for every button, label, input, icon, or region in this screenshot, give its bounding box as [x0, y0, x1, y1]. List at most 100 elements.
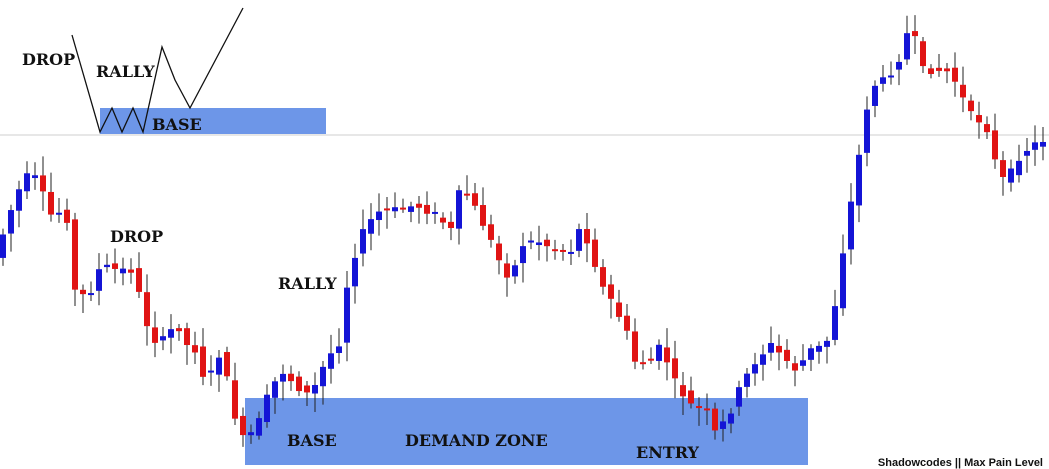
candle-body [240, 415, 246, 436]
candle-body [904, 33, 910, 60]
candle-body [848, 201, 854, 250]
candle-body [32, 175, 38, 179]
candle-body [464, 193, 470, 196]
candle-body [608, 284, 614, 299]
candle-body [176, 328, 182, 332]
candle-body [568, 251, 574, 254]
label: DROP [110, 227, 163, 246]
candle-body [872, 85, 878, 106]
label: RALLY [96, 62, 155, 81]
candle-body [632, 331, 638, 362]
candle-body [936, 67, 942, 71]
candle-body [856, 154, 862, 206]
label: DROP [22, 50, 75, 69]
candle-body [720, 421, 726, 429]
candle-body [208, 370, 214, 373]
candle-body [992, 130, 998, 160]
label: ENTRY [636, 443, 700, 462]
candle-body [408, 206, 414, 212]
candle-body [952, 67, 958, 82]
candle-body [40, 175, 46, 192]
label: RALLY [278, 274, 337, 293]
candle-body [232, 380, 238, 419]
candle-body [280, 373, 286, 382]
candle-body [440, 217, 446, 223]
candle-body [504, 263, 510, 278]
candle-body [312, 385, 318, 394]
candle-body [400, 207, 406, 210]
candle-body [1040, 141, 1046, 147]
candle-body [224, 352, 230, 377]
candle-body [800, 360, 806, 366]
candle-body [80, 289, 86, 295]
candle-body [344, 287, 350, 343]
label: DEMAND ZONE [405, 431, 548, 450]
candle-body [264, 394, 270, 422]
candle-body [768, 343, 774, 353]
candle-body [864, 109, 870, 153]
candle-body [664, 347, 670, 363]
candle-body [376, 211, 382, 221]
candle-body [456, 190, 462, 229]
candle-body [736, 387, 742, 407]
candle-body [792, 363, 798, 371]
candle-body [200, 346, 206, 377]
base-zone [100, 108, 326, 134]
candle-body [72, 219, 78, 290]
candle-body [1016, 160, 1022, 176]
candle-body [448, 221, 454, 229]
candle-body [600, 267, 606, 287]
candle-body [120, 268, 126, 274]
candle-body [976, 115, 982, 123]
candle-body [360, 229, 366, 254]
candle-body [696, 406, 702, 409]
candle-body [352, 257, 358, 287]
candle-body [640, 362, 646, 365]
candle-body [968, 100, 974, 112]
candle-body [56, 212, 62, 215]
candle-body [432, 211, 438, 214]
candle-body [320, 366, 326, 387]
candle-body [1008, 168, 1014, 183]
candle-body [744, 373, 750, 387]
candle-body [520, 246, 526, 264]
candle-body [960, 84, 966, 98]
candle-body [168, 329, 174, 338]
candle-body [88, 293, 94, 296]
candle-body [272, 381, 278, 398]
candle-body [592, 239, 598, 267]
candle-body [416, 203, 422, 208]
candle-body [832, 306, 838, 340]
candle-body [536, 242, 542, 246]
candle-body [928, 68, 934, 74]
candle-body [840, 253, 846, 309]
footer: Shadowcodes || Max Pain Level [878, 457, 1043, 469]
candle-body [48, 191, 54, 215]
candle-body [496, 243, 502, 261]
candle-body [752, 364, 758, 374]
candle-body [392, 207, 398, 212]
candle-body [712, 408, 718, 431]
candle-body [472, 193, 478, 206]
candle-body [808, 348, 814, 360]
candle-body [624, 315, 630, 331]
candle-body [688, 390, 694, 404]
candle-body [1024, 150, 1030, 156]
candle-body [112, 263, 118, 269]
candle-body [296, 376, 302, 392]
candle-body [144, 292, 150, 327]
candle-body [288, 373, 294, 382]
candle-body [824, 340, 830, 347]
candle-body [616, 302, 622, 317]
candle-body [648, 358, 654, 361]
candle-body [672, 358, 678, 379]
candle-body [304, 385, 310, 393]
candle-body [216, 357, 222, 375]
candle-body [912, 31, 918, 37]
drop-rally-base-sketch [71, 7, 244, 135]
candle-body [152, 327, 158, 343]
candle-body [184, 328, 190, 346]
candle-body [384, 208, 390, 211]
candle-body [920, 41, 926, 67]
